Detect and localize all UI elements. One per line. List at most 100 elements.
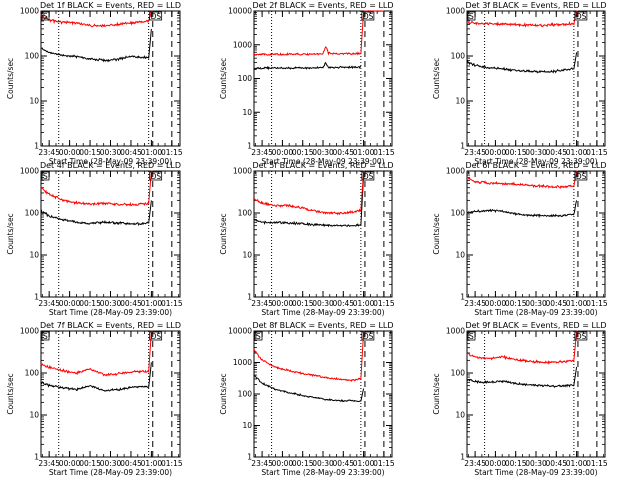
x-tick-label: 01:15: [586, 299, 608, 308]
x-tick-label: 00:30: [525, 148, 547, 157]
corner-mark-box: [467, 331, 476, 341]
y-tick-label: 10: [29, 411, 39, 420]
panel-det-8: Det 8f BLACK = Events, RED = LLD 1 10 100 10…: [219, 321, 395, 477]
x-tick-label: 00:00: [485, 148, 507, 157]
x-axis-label: Start Time (28-May-09 23:39:00): [49, 308, 172, 317]
corner-mark-box: [41, 331, 50, 341]
y-tick-label: 1000: [233, 358, 252, 367]
x-tick-label: 01:00: [141, 148, 163, 157]
x-tick-label: 00:45: [545, 148, 567, 157]
panel-det-7: Det 7f BLACK = Events, RED = LLD 1 10 100 10…: [6, 321, 183, 477]
corner-mark-box: [41, 11, 50, 21]
x-axis-label: Start Time (28-May-09 23:39:00): [261, 308, 384, 317]
x-tick-label: 00:00: [59, 148, 81, 157]
x-tick-label: 01:15: [161, 299, 183, 308]
x-tick-label: 00:15: [292, 299, 314, 308]
panel-title: Det 1f BLACK = Events, RED = LLD: [40, 1, 181, 10]
y-tick-label: 1000: [446, 7, 465, 16]
y-tick-label: 1: [34, 453, 39, 462]
y-tick-label: 1: [460, 453, 465, 462]
x-axis-label: Start Time (28-May-09 23:39:00): [49, 157, 172, 166]
y-tick-label: 100: [238, 390, 253, 399]
x-tick-label: 00:30: [312, 459, 334, 468]
corner-mark-box: [467, 11, 476, 21]
panel-title: Det 6f BLACK = Events, RED = LLD: [465, 161, 606, 170]
plot-frame: [466, 330, 606, 458]
y-tick-label: 100: [25, 52, 40, 61]
events-series-line: [253, 374, 365, 403]
events-series-line: [253, 175, 365, 228]
y-axis-label: Counts/sec: [219, 373, 228, 414]
y-tick-label: 1: [247, 453, 252, 462]
x-tick-label: 00:45: [120, 148, 142, 157]
corner-mark-box: [254, 331, 263, 341]
x-tick-label: 00:00: [485, 299, 507, 308]
panel-det-4: Det 4f BLACK = Events, RED = LLD 1 10 100 10…: [6, 161, 183, 317]
events-series-line: [40, 28, 152, 63]
lld-series-line: [466, 10, 578, 28]
events-series-line: [466, 52, 578, 74]
x-tick-label: 00:00: [485, 459, 507, 468]
y-tick-label: 1: [460, 142, 465, 151]
x-tick-label: 00:45: [332, 148, 354, 157]
y-axis-label: Counts/sec: [432, 58, 441, 99]
x-tick-label: 01:15: [586, 148, 608, 157]
corner-mark-box: [149, 171, 163, 181]
y-axis-label: Counts/sec: [432, 213, 441, 254]
plot-frame: [253, 10, 393, 147]
x-tick-label: 01:15: [161, 148, 183, 157]
y-tick-label: 1000: [233, 167, 252, 176]
x-tick-label: 23:45: [251, 459, 273, 468]
x-tick-label: 00:45: [332, 299, 354, 308]
y-tick-label: 1: [247, 142, 252, 151]
x-tick-label: 00:30: [525, 459, 547, 468]
lld-series-line: [253, 10, 385, 56]
corner-mark-box: [149, 11, 163, 21]
x-tick-label: 00:00: [59, 459, 81, 468]
x-tick-label: 01:00: [566, 148, 588, 157]
lld-series-line: [40, 170, 153, 207]
x-tick-label: 01:15: [373, 148, 395, 157]
x-tick-label: 01:00: [566, 299, 588, 308]
y-tick-label: 10: [242, 251, 252, 260]
x-tick-label: 23:45: [251, 299, 273, 308]
corner-mark-box: [361, 171, 375, 181]
x-tick-label: 01:15: [161, 459, 183, 468]
x-tick-label: 00:45: [545, 299, 567, 308]
panel-title: Det 3f BLACK = Events, RED = LLD: [465, 1, 606, 10]
y-axis-label: Counts/sec: [6, 373, 15, 414]
x-tick-label: 00:00: [272, 299, 294, 308]
x-tick-label: 23:45: [464, 148, 486, 157]
corner-mark-right: DS: [363, 332, 374, 341]
y-axis-label: Counts/sec: [432, 373, 441, 414]
corner-mark-box: [361, 331, 375, 341]
y-tick-label: 100: [451, 52, 466, 61]
x-tick-label: 01:15: [373, 299, 395, 308]
corner-mark-left: S: [43, 332, 48, 341]
y-tick-label: 100: [238, 74, 253, 83]
lld-series-line: [466, 330, 578, 365]
y-tick-label: 1: [34, 142, 39, 151]
x-tick-label: 01:15: [586, 459, 608, 468]
corner-mark-box: [574, 171, 588, 181]
plot-frame: [40, 10, 181, 147]
x-tick-label: 23:45: [38, 148, 60, 157]
x-tick-label: 01:00: [353, 148, 375, 157]
y-tick-label: 10: [29, 251, 39, 260]
panel-title: Det 5f BLACK = Events, RED = LLD: [252, 161, 393, 170]
corner-mark-right: DS: [363, 12, 374, 21]
lld-series-line: [254, 170, 365, 216]
y-tick-label: 1: [34, 293, 39, 302]
events-series-line: [466, 366, 578, 389]
y-axis-label: Counts/sec: [219, 213, 228, 254]
x-tick-label: 00:45: [332, 459, 354, 468]
x-tick-label: 23:45: [38, 459, 60, 468]
y-tick-label: 100: [451, 209, 466, 218]
lld-series-line: [40, 330, 153, 377]
plot-frame: [466, 170, 606, 298]
y-tick-label: 10: [242, 421, 252, 430]
x-tick-label: 00:15: [505, 459, 527, 468]
y-tick-label: 1000: [20, 167, 39, 176]
events-series-line: [40, 362, 152, 392]
